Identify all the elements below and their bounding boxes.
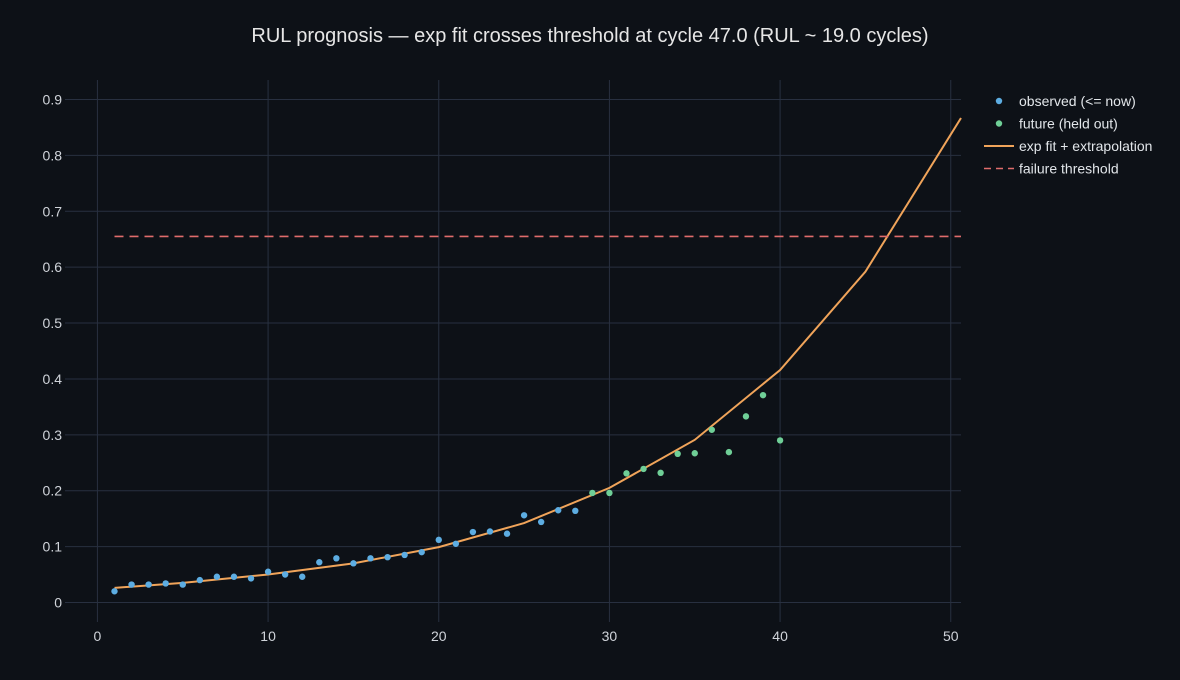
observed-now-point xyxy=(179,581,186,588)
y-tick-label: 0.3 xyxy=(43,427,63,443)
future-held-out-point xyxy=(725,448,733,456)
exp-fit-extrapolation-line xyxy=(114,117,962,589)
future-held-out-point xyxy=(708,426,716,433)
legend-label: future (held out) xyxy=(1019,116,1118,132)
observed-now-point xyxy=(435,536,442,544)
observed-now-point xyxy=(213,573,221,580)
plot-area xyxy=(111,117,962,595)
observed-now-point xyxy=(367,555,374,562)
observed-now-point xyxy=(418,548,425,556)
observed-now-point xyxy=(452,540,460,547)
observed-now-point xyxy=(537,518,545,526)
observed-now-point xyxy=(316,559,323,566)
x-tick-label: 10 xyxy=(260,628,276,644)
future-held-out-point xyxy=(640,465,647,473)
observed-now-point xyxy=(230,573,238,580)
observed-now-point xyxy=(469,528,477,536)
observed-now-point xyxy=(128,581,135,588)
observed-now-point xyxy=(145,581,152,588)
observed-now-point xyxy=(299,573,306,580)
x-tick-label: 40 xyxy=(772,628,788,644)
legend-label: failure threshold xyxy=(1019,161,1119,177)
observed-now-point xyxy=(503,530,511,537)
observed-now-point xyxy=(350,560,357,567)
legend-marker-swatch xyxy=(995,120,1003,127)
observed-now-point xyxy=(196,576,204,584)
y-tick-label: 0.4 xyxy=(43,371,63,387)
legend-item-exp-fit-extrapolation[interactable]: exp fit + extrapolation xyxy=(984,138,1152,154)
x-tick-label: 20 xyxy=(431,628,447,644)
y-tick-label: 0.6 xyxy=(43,259,63,275)
x-tick-label: 50 xyxy=(943,628,959,644)
future-held-out-point xyxy=(691,450,698,457)
observed-now-point xyxy=(333,555,340,562)
observed-now-point xyxy=(264,568,272,575)
legend-item-failure-threshold[interactable]: failure threshold xyxy=(984,161,1119,177)
observed-now-series xyxy=(111,507,579,595)
future-held-out-point xyxy=(742,413,750,420)
observed-now-point xyxy=(520,512,528,519)
observed-now-point xyxy=(486,528,494,535)
grid xyxy=(65,80,961,622)
y-tick-label: 0.9 xyxy=(43,92,63,108)
observed-now-point xyxy=(555,507,562,514)
future-held-out-point xyxy=(657,469,664,477)
legend[interactable]: observed (<= now) future (held out) exp fi… xyxy=(984,93,1152,177)
legend-item-observed-now[interactable]: observed (<= now) xyxy=(995,93,1136,109)
legend-marker-swatch xyxy=(995,97,1003,105)
observed-now-point xyxy=(384,553,391,561)
future-held-out-point xyxy=(759,391,767,399)
legend-label: observed (<= now) xyxy=(1019,93,1136,109)
axes: 0 0.1 0.2 0.3 0.4 0.5 0.6 0.7 0.8 0.9 0 10 20 30 40 50 xyxy=(43,92,959,644)
y-tick-label: 0.1 xyxy=(43,539,63,555)
observed-now-point xyxy=(162,580,169,587)
future-held-out-point xyxy=(589,489,596,497)
y-tick-label: 0.7 xyxy=(43,203,63,219)
future-held-out-point xyxy=(606,489,613,497)
legend-item-future-held-out[interactable]: future (held out) xyxy=(995,116,1118,132)
y-tick-label: 0.2 xyxy=(43,483,63,499)
observed-now-point xyxy=(247,575,255,582)
future-held-out-series xyxy=(589,391,784,497)
y-tick-label: 0.8 xyxy=(43,147,63,163)
y-tick-label: 0.5 xyxy=(43,315,63,331)
observed-now-point xyxy=(281,571,289,578)
future-held-out-point xyxy=(776,437,784,444)
future-held-out-point xyxy=(674,450,681,458)
observed-now-point xyxy=(572,507,579,515)
observed-now-point xyxy=(401,551,408,559)
future-held-out-point xyxy=(623,470,630,477)
legend-label: exp fit + extrapolation xyxy=(1019,138,1152,154)
y-tick-label: 0 xyxy=(54,594,62,610)
x-tick-label: 0 xyxy=(94,628,102,644)
x-tick-label: 30 xyxy=(602,628,618,644)
chart-title: RUL prognosis — exp fit crosses threshol… xyxy=(251,25,928,47)
observed-now-point xyxy=(111,588,118,595)
